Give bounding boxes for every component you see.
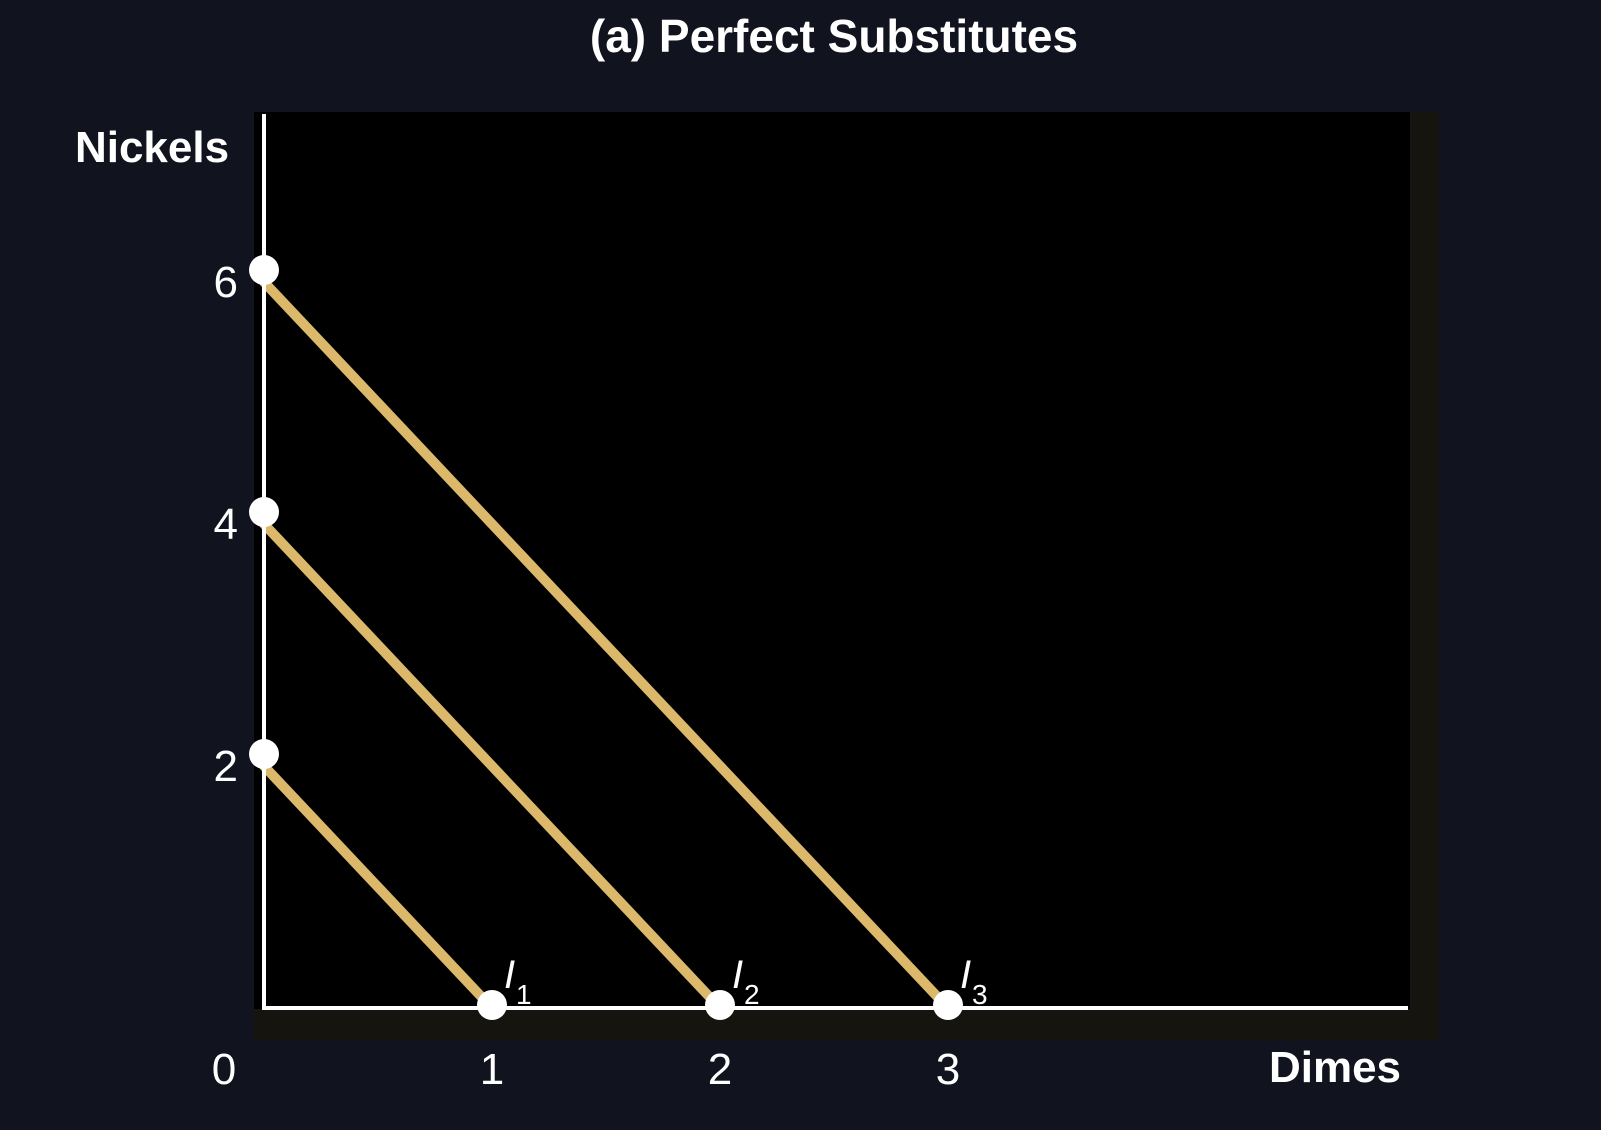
curve-2-x-intercept-marker bbox=[705, 990, 735, 1020]
curve-3-x-intercept-marker bbox=[933, 990, 963, 1020]
indifference-curves bbox=[259, 277, 953, 1013]
curve-label-subscript-1: 1 bbox=[516, 979, 532, 1010]
x-axis-label: Dimes bbox=[1269, 1043, 1401, 1092]
y-tick-label-2: 2 bbox=[214, 742, 238, 791]
x-tick-label-1: 1 bbox=[480, 1045, 504, 1094]
indifference-curve-3 bbox=[259, 277, 953, 1013]
curve-2-y-intercept-marker bbox=[249, 497, 279, 527]
indifference-curve-1 bbox=[259, 761, 497, 1013]
x-tick-label-2: 2 bbox=[708, 1045, 732, 1094]
curve-label-2: I bbox=[732, 953, 743, 997]
curve-markers bbox=[249, 255, 963, 1020]
y-tick-label-6: 6 bbox=[214, 258, 238, 307]
x-tick-label-3: 3 bbox=[936, 1045, 960, 1094]
y-axis-label: Nickels bbox=[75, 123, 229, 172]
curve-1-y-intercept-marker bbox=[249, 739, 279, 769]
curve-label-1: I bbox=[504, 953, 515, 997]
chart-title: (a) Perfect Substitutes bbox=[590, 10, 1078, 62]
y-tick-label-4: 4 bbox=[214, 500, 238, 549]
origin-label: 0 bbox=[212, 1045, 236, 1094]
curve-label-subscript-3: 3 bbox=[972, 979, 988, 1010]
curve-3-y-intercept-marker bbox=[249, 255, 279, 285]
curve-label-3: I bbox=[960, 953, 971, 997]
curve-label-subscript-2: 2 bbox=[744, 979, 760, 1010]
tick-labels: 1 2 3 2 4 6 bbox=[214, 258, 961, 1094]
indifference-curve-2 bbox=[259, 519, 725, 1013]
plot-area bbox=[254, 112, 1410, 1009]
curve-1-x-intercept-marker bbox=[477, 990, 507, 1020]
